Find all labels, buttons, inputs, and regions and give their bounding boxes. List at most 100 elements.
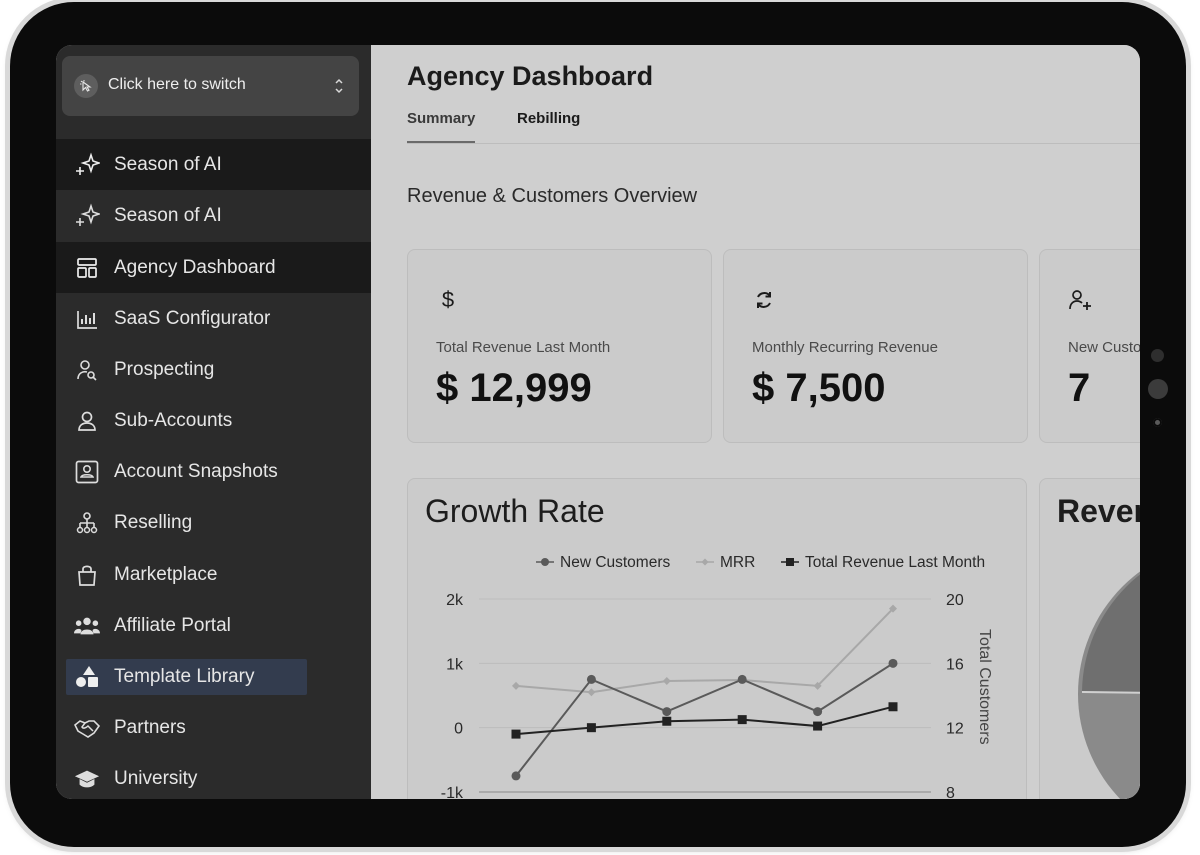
chevron-updown-icon — [333, 74, 345, 98]
account-switcher[interactable]: Click here to switch — [62, 56, 359, 116]
sidebar-item-reselling[interactable]: Reselling — [56, 497, 371, 548]
data-point — [512, 771, 521, 780]
pie-slice — [1082, 542, 1140, 694]
sidebar-item-label: University — [114, 768, 197, 790]
data-point — [889, 659, 898, 668]
legend-label: Total Revenue Last Month — [805, 554, 985, 571]
active-tab-indicator — [407, 141, 475, 143]
camera-lens — [1148, 379, 1168, 399]
growth-rate-card: Growth Rate 2k 1k 0 -1k 20 16 12 8 Total Custome… — [407, 478, 1027, 799]
user-icon — [74, 408, 100, 434]
total-revenue-card: $ Total Revenue Last Month $ 12,999 — [407, 249, 712, 443]
sidebar-item-university[interactable]: University — [56, 753, 371, 799]
user-search-icon — [74, 357, 100, 383]
data-point — [738, 675, 747, 684]
sidebar-item-prospecting[interactable]: Prospecting — [56, 344, 371, 395]
data-point — [662, 707, 671, 716]
main-content: Agency Dashboard Summary Rebilling Reven… — [371, 45, 1140, 799]
data-point — [813, 722, 822, 731]
dollar-icon: $ — [436, 288, 460, 312]
tab-summary[interactable]: Summary — [407, 110, 475, 127]
new-customers-card: New Customers 7 — [1039, 249, 1140, 443]
sidebar-item-label: Season of AI — [114, 154, 222, 176]
sidebar-item-label: Marketplace — [114, 564, 218, 586]
sparkle-icon — [74, 203, 100, 229]
y2-tick-label: 16 — [946, 656, 964, 673]
sidebar-item-label: Template Library — [114, 666, 254, 688]
data-point — [512, 682, 520, 690]
sidebar-item-saas-configurator[interactable]: SaaS Configurator — [56, 293, 371, 344]
section-title: Revenue & Customers Overview — [407, 185, 697, 208]
shapes-icon — [74, 664, 100, 690]
data-point — [663, 677, 671, 685]
series-line-total-revenue-last-month — [516, 707, 893, 734]
data-point — [813, 707, 822, 716]
data-point — [587, 675, 596, 684]
data-point — [512, 730, 521, 739]
sidebar-item-agency-dashboard[interactable]: Agency Dashboard — [56, 242, 371, 293]
card-value: $ 12,999 — [436, 366, 592, 411]
sidebar-item-label: Prospecting — [114, 359, 214, 381]
sidebar-item-label: Affiliate Portal — [114, 615, 231, 637]
camera-sensor — [1153, 418, 1162, 427]
sidebar-item-account-snapshots[interactable]: Account Snapshots — [56, 446, 371, 497]
y2-tick-label: 12 — [946, 721, 964, 738]
data-point — [587, 688, 595, 696]
legend-marker — [786, 558, 794, 566]
sidebar-item-label: Account Snapshots — [114, 461, 278, 483]
tabs-divider — [407, 143, 1140, 144]
cursor-click-icon — [74, 74, 98, 98]
handshake-icon — [74, 715, 100, 741]
mrr-card: Monthly Recurring Revenue $ 7,500 — [723, 249, 1028, 443]
graduation-cap-icon — [74, 766, 100, 792]
legend-marker — [702, 559, 709, 566]
y2-tick-label: 20 — [946, 592, 964, 609]
sidebar-item-sub-accounts[interactable]: Sub-Accounts — [56, 395, 371, 446]
y-tick-label: 1k — [446, 656, 464, 673]
users-icon — [74, 613, 100, 639]
shopping-bag-icon — [74, 562, 100, 588]
data-point — [889, 702, 898, 711]
bar-chart-icon — [74, 306, 100, 332]
data-point — [662, 717, 671, 726]
series-line-mrr — [516, 609, 893, 693]
portrait-icon — [74, 459, 100, 485]
sidebar-item-affiliate-portal[interactable]: Affiliate Portal — [56, 600, 371, 651]
y-tick-label: -1k — [441, 785, 464, 799]
dashboard-icon — [74, 255, 100, 281]
revenue-pie-chart — [1040, 479, 1140, 799]
switcher-label: Click here to switch — [108, 76, 246, 94]
user-plus-icon — [1068, 288, 1092, 312]
sidebar-item-label: Partners — [114, 717, 186, 739]
camera-dot — [1151, 349, 1164, 362]
tab-rebilling[interactable]: Rebilling — [517, 110, 580, 127]
sidebar-item-label: Agency Dashboard — [114, 257, 276, 279]
device-screen: Click here to switch Season of AI Season… — [56, 45, 1140, 799]
sidebar-item-label: SaaS Configurator — [114, 308, 270, 330]
y-tick-label: 0 — [454, 721, 463, 738]
legend-marker — [541, 558, 549, 566]
card-label: Total Revenue Last Month — [436, 339, 610, 356]
sidebar-item-template-library[interactable]: Template Library — [56, 651, 371, 702]
data-point — [738, 715, 747, 724]
card-label: New Customers — [1068, 339, 1140, 356]
sidebar-item-label: Reselling — [114, 512, 192, 534]
sidebar-item-season-of-ai-2[interactable]: Season of AI — [56, 190, 371, 241]
refresh-icon — [752, 288, 776, 312]
y2-axis-label: Total Customers — [976, 629, 993, 745]
revenue-card: Revenue — [1039, 478, 1140, 799]
legend-label: New Customers — [560, 554, 670, 571]
sidebar-item-label: Sub-Accounts — [114, 410, 232, 432]
card-value: $ 7,500 — [752, 366, 885, 411]
legend-label: MRR — [720, 554, 755, 571]
card-value: 7 — [1068, 366, 1090, 411]
sparkle-icon — [74, 152, 100, 178]
network-icon — [74, 510, 100, 536]
card-label: Monthly Recurring Revenue — [752, 339, 938, 356]
y-tick-label: 2k — [446, 592, 464, 609]
sidebar-item-season-of-ai[interactable]: Season of AI — [56, 139, 371, 190]
sidebar-item-marketplace[interactable]: Marketplace — [56, 549, 371, 600]
sidebar-item-partners[interactable]: Partners — [56, 702, 371, 753]
growth-rate-chart: 2k 1k 0 -1k 20 16 12 8 Total Customers New Custom… — [408, 479, 1028, 799]
y2-tick-label: 8 — [946, 785, 955, 799]
